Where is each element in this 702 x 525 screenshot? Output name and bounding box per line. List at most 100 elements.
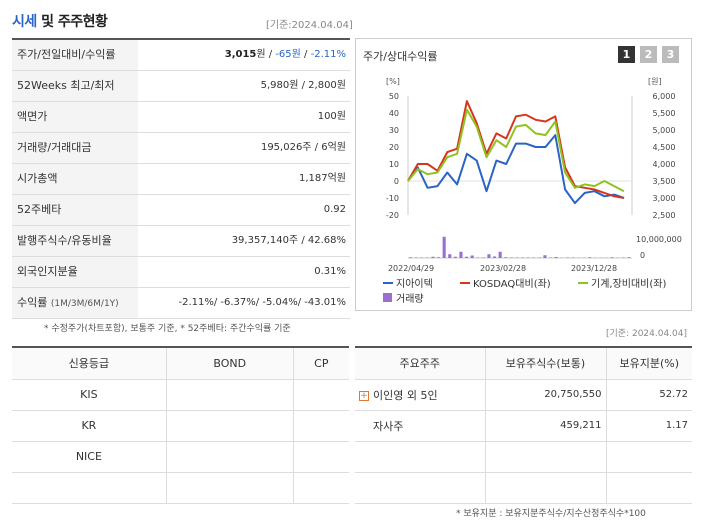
shareholder-name: + 이인영 외 5인 — [355, 379, 485, 411]
returns-value: -2.11%/ -6.37%/ -5.04%/ -43.01% — [178, 297, 346, 308]
volume-bar — [453, 256, 457, 258]
right-tick-label: 4,000 — [653, 160, 676, 169]
chart-tab-1[interactable]: 1 — [618, 46, 635, 63]
cell: 20,750,550 — [484, 379, 606, 411]
left-tick-label: 40 — [389, 109, 399, 118]
cell: KR — [12, 410, 167, 442]
chart-tab-2[interactable]: 2 — [640, 46, 657, 63]
volume-zero-label: 0 — [640, 251, 645, 260]
series-line-2 — [407, 100, 625, 199]
row-returns: 수익률 (1M/3M/6M/1Y) -2.11%/ -6.37%/ -5.04%… — [12, 288, 350, 319]
column-header: 신용등급 — [12, 348, 167, 380]
table-row — [355, 441, 692, 473]
table-row: + 이인영 외 5인 20,750,550 52.72 — [355, 379, 692, 411]
stock-info-table: 주가/전일대비/수익률 3,015원 / -65원 / -2.11% 52Wee… — [12, 38, 350, 319]
cell — [292, 472, 349, 504]
volume-bar — [610, 257, 614, 258]
volume-bar — [414, 257, 418, 258]
table-row: 자사주 459,211 1.17 — [355, 410, 692, 442]
row-label: 주가/전일대비/수익률 — [12, 40, 138, 70]
volume-bar — [509, 257, 513, 258]
right-tick-label: 3,500 — [653, 177, 676, 186]
cell: KIS — [12, 379, 167, 411]
cell — [355, 472, 485, 504]
volume-bar — [521, 257, 525, 258]
cell — [12, 472, 167, 504]
cell — [605, 441, 692, 473]
volume-bar — [465, 256, 469, 258]
volume-bar — [571, 257, 575, 258]
cell — [484, 472, 606, 504]
row-shares: 발행주식수/유동비율 39,357,140주 / 42.68% — [12, 226, 350, 257]
legend-label: KOSDAQ대비(좌) — [473, 278, 551, 290]
row-label: 발행주식수/유동비율 — [12, 226, 138, 256]
volume-bar — [409, 257, 413, 258]
section-title: 시세 및 주주현황 — [12, 14, 108, 30]
right-tick-label: 4,500 — [653, 143, 676, 152]
cell — [605, 472, 692, 504]
legend-label: 기계,장비대비(좌) — [591, 278, 666, 290]
volume-bar — [470, 255, 474, 258]
major-shareholders-table: 주요주주 보유주식수(보통) 보유지분(%) + 이인영 외 5인 20,750,… — [355, 346, 692, 504]
row-value: 0.31% — [314, 266, 346, 277]
volume-bar — [442, 236, 446, 258]
chart-tabs: 1 2 3 — [618, 46, 679, 63]
volume-bar — [476, 257, 480, 258]
row-market-cap: 시가총액 1,187억원 — [12, 164, 350, 195]
volume-bar — [526, 257, 530, 258]
cell — [165, 441, 294, 473]
legend-label: 거래량 — [396, 293, 424, 305]
row-value: 195,026주 / 6억원 — [260, 142, 346, 153]
volume-bar — [543, 255, 547, 258]
right-axis-unit: [원] — [648, 77, 662, 86]
as-of-date: [기준: 2024.04.04] — [606, 329, 688, 339]
volume-bar — [448, 254, 452, 258]
volume-bar — [515, 257, 519, 258]
relative-return-chart: [%] [원] 50 40 30 20 10 0 -10 -20 6,000 5,500 5,000 4,… — [383, 77, 682, 305]
row-label: 거래량/거래대금 — [12, 133, 138, 163]
cell — [292, 441, 349, 473]
row-label: 52주베타 — [12, 195, 138, 225]
table-row: KR — [12, 410, 349, 442]
row-foreign: 외국인지분율 0.31% — [12, 257, 350, 288]
volume-bar — [498, 251, 502, 258]
cell: 459,211 — [484, 410, 606, 442]
cell — [165, 472, 294, 504]
left-axis-unit: [%] — [386, 77, 400, 86]
cell — [355, 441, 485, 473]
row-value: 0.92 — [323, 204, 346, 215]
cell — [292, 379, 349, 411]
legend-label: 지아이텍 — [396, 278, 433, 290]
expand-icon[interactable]: + — [359, 390, 369, 401]
row-value: 100원 — [317, 111, 346, 122]
table-row: KIS — [12, 379, 349, 411]
x-tick-label: 2023/02/28 — [480, 264, 526, 273]
volume-bar — [431, 256, 435, 258]
cell: NICE — [12, 441, 167, 473]
volume-bar — [504, 257, 508, 258]
x-tick-label: 2022/04/29 — [388, 264, 434, 273]
row-value: 5,980원 / 2,800원 — [260, 80, 346, 91]
table-row — [12, 472, 349, 504]
column-header: 주요주주 — [355, 348, 485, 380]
volume-bar — [627, 257, 631, 258]
chart-tab-3[interactable]: 3 — [662, 46, 679, 63]
volume-bar — [493, 256, 497, 258]
legend-swatch — [383, 293, 392, 302]
series-line-3 — [407, 108, 625, 193]
left-tick-label: 50 — [389, 92, 399, 101]
volume-bar — [420, 257, 424, 258]
cell — [165, 379, 294, 411]
row-52w: 52Weeks 최고/최저 5,980원 / 2,800원 — [12, 71, 350, 102]
cell: 1.17 — [605, 410, 692, 442]
row-value: 39,357,140주 / 42.68% — [231, 235, 346, 246]
cell — [484, 441, 606, 473]
table-row — [355, 472, 692, 504]
left-tick-label: 0 — [394, 177, 399, 186]
shareholder-name: 자사주 — [355, 410, 485, 442]
price-value: 3,015원 / -65원 / -2.11% — [224, 49, 346, 60]
volume-bar — [425, 257, 429, 258]
series-line-1 — [407, 134, 625, 205]
volume-bar — [565, 257, 569, 258]
footnote: * 수정주가(차트포함), 보통주 기준, * 52주베타: 주간수익률 기준 — [44, 324, 291, 334]
